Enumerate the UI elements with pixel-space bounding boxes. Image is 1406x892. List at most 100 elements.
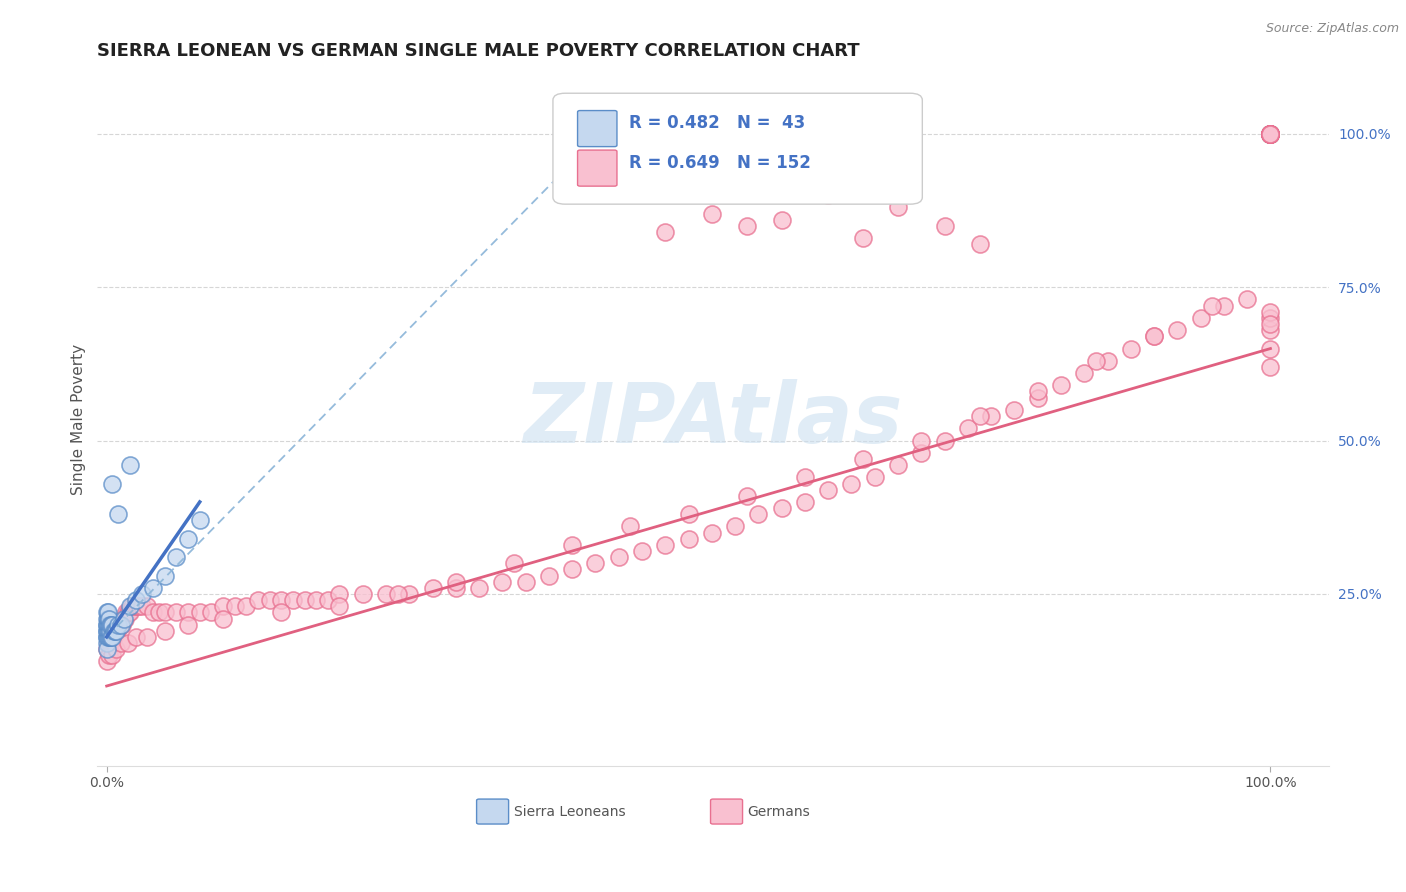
- Point: [103, 630, 125, 644]
- Point: [316, 593, 339, 607]
- Point: [678, 507, 700, 521]
- Point: [153, 568, 176, 582]
- Point: [1143, 329, 1166, 343]
- Point: [121, 599, 143, 614]
- Point: [100, 617, 122, 632]
- Point: [96, 642, 118, 657]
- Text: R = 0.649   N = 152: R = 0.649 N = 152: [630, 153, 811, 171]
- Point: [1260, 127, 1282, 141]
- Point: [444, 581, 467, 595]
- Point: [101, 630, 124, 644]
- Point: [1260, 127, 1282, 141]
- Point: [1260, 127, 1282, 141]
- Point: [166, 550, 188, 565]
- Point: [1050, 378, 1073, 392]
- Point: [1260, 127, 1282, 141]
- Point: [111, 617, 134, 632]
- Point: [352, 587, 374, 601]
- Point: [398, 587, 420, 601]
- Point: [1260, 127, 1282, 141]
- Point: [107, 507, 129, 521]
- FancyBboxPatch shape: [578, 111, 617, 146]
- Point: [1260, 323, 1282, 337]
- Point: [107, 617, 129, 632]
- Point: [561, 562, 583, 576]
- Point: [770, 501, 793, 516]
- Point: [969, 409, 991, 423]
- Point: [100, 630, 122, 644]
- Point: [136, 630, 159, 644]
- Point: [863, 470, 886, 484]
- Point: [103, 624, 125, 638]
- Point: [1260, 127, 1282, 141]
- Point: [131, 587, 153, 601]
- Point: [585, 557, 607, 571]
- Point: [114, 611, 136, 625]
- Point: [1260, 127, 1282, 141]
- Point: [98, 617, 121, 632]
- Point: [115, 606, 138, 620]
- Point: [98, 617, 121, 632]
- Point: [468, 581, 491, 595]
- Text: Sierra Leoneans: Sierra Leoneans: [513, 805, 626, 819]
- Point: [515, 574, 537, 589]
- Point: [1260, 127, 1282, 141]
- Point: [96, 611, 118, 625]
- Point: [1260, 127, 1282, 141]
- Point: [97, 611, 120, 625]
- Point: [118, 458, 141, 472]
- Point: [105, 624, 128, 638]
- Point: [98, 636, 121, 650]
- Point: [1143, 329, 1166, 343]
- Point: [724, 519, 747, 533]
- Point: [142, 606, 165, 620]
- Point: [112, 611, 135, 625]
- Point: [654, 538, 676, 552]
- Point: [96, 624, 118, 638]
- Point: [118, 606, 141, 620]
- Point: [1260, 127, 1282, 141]
- Point: [1260, 317, 1282, 331]
- Point: [1260, 127, 1282, 141]
- Point: [124, 599, 146, 614]
- Point: [934, 219, 956, 233]
- Point: [537, 568, 560, 582]
- Point: [1260, 127, 1282, 141]
- Point: [1119, 342, 1142, 356]
- Point: [747, 507, 769, 521]
- Point: [101, 617, 124, 632]
- Point: [108, 617, 131, 632]
- Point: [294, 593, 316, 607]
- Point: [1260, 127, 1282, 141]
- Point: [97, 606, 120, 620]
- Point: [700, 206, 723, 220]
- Point: [101, 648, 124, 663]
- Point: [735, 489, 758, 503]
- Point: [491, 574, 513, 589]
- Point: [96, 624, 118, 638]
- Point: [104, 624, 127, 638]
- Point: [1002, 403, 1025, 417]
- Point: [1026, 391, 1049, 405]
- Point: [328, 599, 350, 614]
- Point: [97, 630, 120, 644]
- Point: [96, 606, 118, 620]
- Point: [96, 630, 118, 644]
- Point: [887, 458, 910, 472]
- Point: [153, 606, 176, 620]
- Point: [934, 434, 956, 448]
- Point: [956, 421, 979, 435]
- Point: [619, 519, 641, 533]
- Point: [841, 476, 863, 491]
- Point: [177, 606, 200, 620]
- Point: [1260, 127, 1282, 141]
- Point: [136, 599, 159, 614]
- Point: [852, 231, 875, 245]
- Point: [118, 606, 141, 620]
- Point: [98, 636, 121, 650]
- Point: [1189, 310, 1212, 325]
- Point: [104, 624, 127, 638]
- Point: [131, 599, 153, 614]
- Point: [270, 606, 292, 620]
- Point: [96, 617, 118, 632]
